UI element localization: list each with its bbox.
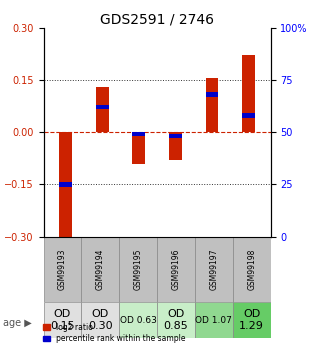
FancyBboxPatch shape bbox=[195, 237, 233, 302]
Text: OD 1.07: OD 1.07 bbox=[195, 316, 232, 325]
FancyBboxPatch shape bbox=[119, 237, 157, 302]
Text: GSM99193: GSM99193 bbox=[58, 249, 67, 290]
FancyBboxPatch shape bbox=[233, 237, 271, 302]
Bar bbox=[242, 114, 255, 118]
Bar bbox=[96, 87, 109, 132]
Text: age ▶: age ▶ bbox=[3, 318, 32, 327]
Text: GSM99198: GSM99198 bbox=[247, 249, 256, 290]
Bar bbox=[242, 56, 255, 132]
Text: OD 0.63: OD 0.63 bbox=[120, 316, 156, 325]
FancyBboxPatch shape bbox=[81, 302, 119, 338]
Bar bbox=[206, 92, 218, 97]
FancyBboxPatch shape bbox=[233, 302, 271, 338]
FancyBboxPatch shape bbox=[157, 302, 195, 338]
FancyBboxPatch shape bbox=[44, 237, 81, 302]
Bar bbox=[59, 132, 72, 237]
Text: OD
1.29: OD 1.29 bbox=[239, 309, 264, 331]
Bar bbox=[132, 132, 145, 136]
Text: OD
0.85: OD 0.85 bbox=[164, 309, 188, 331]
Bar bbox=[96, 105, 109, 109]
Bar bbox=[169, 132, 182, 160]
FancyBboxPatch shape bbox=[195, 302, 233, 338]
FancyBboxPatch shape bbox=[81, 237, 119, 302]
Text: OD
0.30: OD 0.30 bbox=[88, 309, 113, 331]
Bar bbox=[132, 132, 145, 164]
Text: OD
0.15: OD 0.15 bbox=[50, 309, 75, 331]
Bar bbox=[59, 183, 72, 187]
Text: GSM99194: GSM99194 bbox=[96, 249, 105, 290]
Bar bbox=[206, 78, 218, 132]
Bar bbox=[169, 134, 182, 138]
Text: GSM99195: GSM99195 bbox=[134, 249, 143, 290]
Text: GSM99197: GSM99197 bbox=[209, 249, 218, 290]
Title: GDS2591 / 2746: GDS2591 / 2746 bbox=[100, 12, 214, 27]
FancyBboxPatch shape bbox=[157, 237, 195, 302]
Legend: log2 ratio, percentile rank within the sample: log2 ratio, percentile rank within the s… bbox=[41, 321, 188, 345]
FancyBboxPatch shape bbox=[119, 302, 157, 338]
FancyBboxPatch shape bbox=[44, 302, 81, 338]
Text: GSM99196: GSM99196 bbox=[171, 249, 180, 290]
